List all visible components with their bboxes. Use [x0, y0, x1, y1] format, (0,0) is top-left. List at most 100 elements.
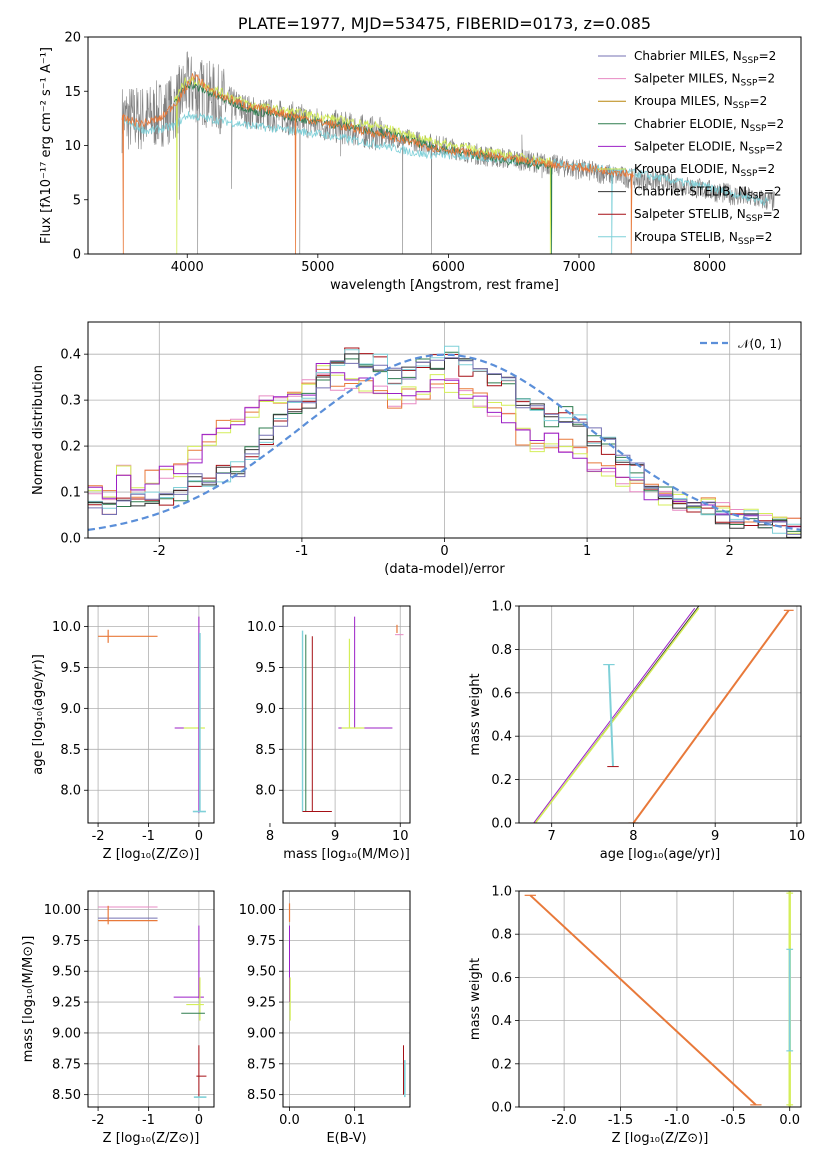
legend-entry: 𝒩(0, 1) — [738, 337, 782, 351]
residual-histogram — [88, 345, 801, 534]
x-tick-label: -2 — [153, 544, 166, 559]
model-miles — [121, 73, 634, 254]
residual-histogram — [88, 365, 801, 534]
legend-entry: Kroupa ELODIE, NSSP=2 — [634, 162, 775, 179]
weight-line — [632, 609, 790, 823]
weight-line — [607, 664, 614, 767]
y-tick-label: 8.50 — [247, 1088, 276, 1103]
model-chabrier-elodie — [173, 80, 553, 254]
weight-line — [534, 607, 700, 823]
x-tick-label: 1 — [583, 544, 591, 559]
legend-entry: Chabrier STELIB, NSSP=2 — [634, 185, 782, 202]
panel-age-vs-mass: 8 9 10 8.0 8.5 9.0 9.5 10.0 mass [log₁₀(M/M⊙)] — [247, 605, 411, 862]
y-tick-label: 9.75 — [52, 934, 81, 949]
y-tick-label: 8.50 — [52, 1088, 81, 1103]
x-tick-label: -0.5 — [721, 1113, 746, 1128]
y-tick-label: 9.25 — [52, 996, 81, 1011]
y-tick-label: 8.75 — [52, 1057, 81, 1072]
x-tick-label: 0.0 — [279, 1113, 300, 1128]
x-tick-label: -1 — [295, 544, 308, 559]
y-tick-label: 10.00 — [44, 903, 81, 918]
x-tick-label: -1 — [142, 1113, 155, 1128]
y-tick-label: 9.50 — [52, 965, 81, 980]
x-tick-label: 8000 — [693, 260, 726, 275]
legend-entry: Kroupa MILES, NSSP=2 — [634, 94, 767, 111]
x-tick-label: 4000 — [171, 260, 204, 275]
y-tick-label: 9.25 — [247, 996, 276, 1011]
x-tick-label: -1.5 — [608, 1113, 633, 1128]
y-tick-label: 8.0 — [255, 784, 276, 799]
y-tick-label: 0.0 — [491, 1101, 512, 1116]
axes-frame — [518, 890, 802, 1108]
x-tick-label: 7000 — [562, 260, 595, 275]
y-tick-label: 0.4 — [60, 348, 81, 363]
y-tick-label: 20 — [64, 31, 81, 46]
x-tick-label: 8 — [266, 829, 274, 844]
panel-age-vs-Z: -2 -1 0 8.0 8.5 9.0 9.5 10.0 Z [log₁₀(Z/Z⊙)] age … — [31, 605, 215, 862]
y-tick-label: 10.0 — [247, 620, 276, 635]
y-tick-label: 0.0 — [491, 817, 512, 832]
y-tick-label: 0.0 — [60, 532, 81, 547]
plot-area-massweight-vs-Z — [519, 891, 801, 1107]
y-axis-label: mass weight — [468, 958, 483, 1040]
x-axis-label: mass [log₁₀(M/M⊙)] — [283, 847, 410, 862]
y-tick-label: 8.0 — [60, 784, 81, 799]
y-axis-label: mass [log₁₀(M/M⊙)] — [21, 936, 36, 1063]
residual-histogram — [88, 353, 801, 538]
legend-entry: Chabrier MILES, NSSP=2 — [634, 49, 776, 66]
x-tick-label: 9 — [711, 829, 719, 844]
x-axis-label: (data-model)/error — [384, 562, 505, 577]
panel-spectrum: 4000 5000 6000 7000 8000 0 5 10 15 20 wavelength [… — [39, 14, 802, 293]
y-tick-label: 9.00 — [52, 1026, 81, 1041]
x-tick-label: 0 — [440, 544, 448, 559]
y-tick-label: 0.3 — [60, 394, 81, 409]
y-tick-label: 8.75 — [247, 1057, 276, 1072]
y-tick-label: 0.2 — [491, 773, 512, 788]
y-tick-label: 9.00 — [247, 1026, 276, 1041]
y-tick-label: 9.75 — [247, 934, 276, 949]
x-tick-label: 10 — [392, 829, 409, 844]
axes-frame — [282, 605, 411, 824]
x-axis-label: Z [log₁₀(Z/Z⊙)] — [103, 847, 200, 862]
y-tick-label: 5 — [73, 193, 81, 208]
y-tick-label: 1.0 — [491, 600, 512, 615]
x-tick-label: 0 — [195, 1113, 203, 1128]
axes-frame — [87, 605, 215, 824]
x-axis-label: wavelength [Angstrom, rest frame] — [330, 278, 559, 293]
y-tick-label: 0.2 — [60, 440, 81, 455]
plot-area-mass-vs-Z — [88, 891, 214, 1107]
x-axis-label: Z [log₁₀(Z/Z⊙)] — [612, 1131, 709, 1146]
x-axis-label: Z [log₁₀(Z/Z⊙)] — [103, 1131, 200, 1146]
x-tick-label: 0.0 — [779, 1113, 800, 1128]
weight-line — [529, 894, 757, 1106]
legend-entry: Salpeter STELIB, NSSP=2 — [634, 207, 780, 224]
plot-area-spectrum — [121, 51, 775, 254]
panel-massweight-vs-Z: -2.0 -1.5 -1.0 -0.5 0.0 0.0 0.2 0.4 0.6 0.8 1.0 Z [… — [468, 885, 802, 1146]
y-tick-label: 9.5 — [255, 661, 276, 676]
x-axis-label: E(B-V) — [326, 1131, 366, 1146]
y-tick-label: 0.8 — [491, 928, 512, 943]
y-tick-label: 10.00 — [239, 903, 276, 918]
x-tick-label: 10 — [789, 829, 806, 844]
x-tick-label: 7 — [548, 829, 556, 844]
x-tick-label: 8 — [629, 829, 637, 844]
y-axis-label: mass weight — [468, 673, 483, 755]
y-axis-label: Normed distribution — [31, 365, 46, 495]
plot-area-age-vs-Z — [88, 606, 214, 823]
x-tick-label: -1.0 — [664, 1113, 689, 1128]
residual-histogram — [88, 363, 801, 529]
y-tick-label: 1.0 — [491, 885, 512, 900]
y-tick-label: 0.4 — [491, 1014, 512, 1029]
plot-area-age-vs-mass — [283, 606, 410, 823]
axes-frame — [87, 321, 802, 539]
y-axis-label: Flux [fλ10⁻¹⁷ erg cm⁻² s⁻¹ A⁻¹] — [39, 47, 54, 244]
panel-mass-vs-Z: -2 -1 0 8.50 8.75 9.00 9.25 9.50 9.75 10.00 Z [log… — [21, 890, 215, 1146]
y-tick-label: 0.6 — [491, 971, 512, 986]
x-tick-label: -2 — [92, 829, 105, 844]
y-tick-label: 9.0 — [255, 702, 276, 717]
panel-residuals: -2 -1 0 1 2 0.0 0.1 0.2 0.3 0.4 (data-model)/error… — [31, 321, 802, 577]
panel-massweight-vs-age: 7 8 9 10 0.0 0.2 0.4 0.6 0.8 1.0 age [log₁₀(age/yr… — [468, 600, 805, 863]
x-tick-label: 0 — [195, 829, 203, 844]
y-tick-label: 8.5 — [255, 743, 276, 758]
